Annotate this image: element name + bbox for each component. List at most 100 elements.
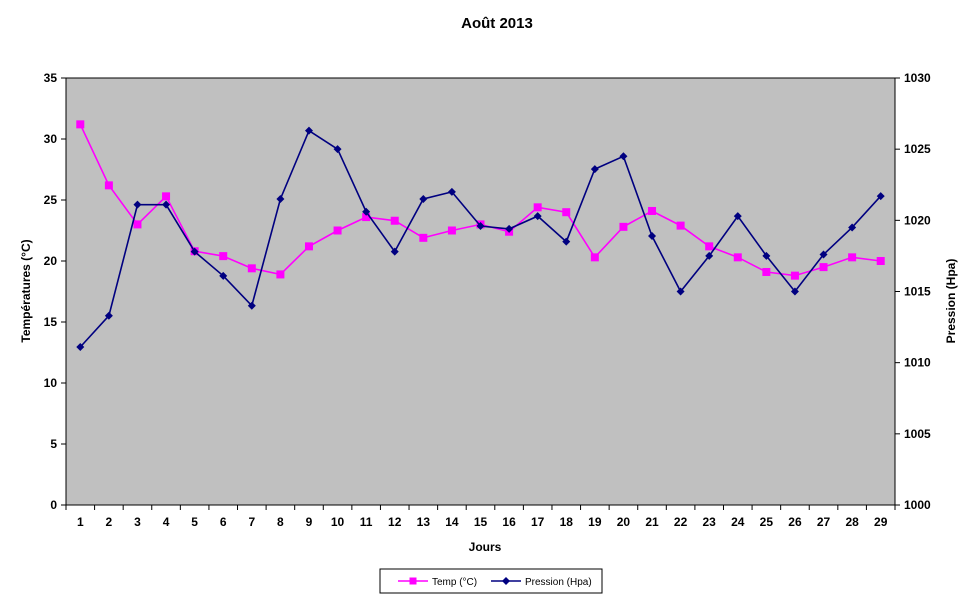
y-axis-right-title: Pression (Hpa) [944,259,958,344]
x-tick-label: 12 [388,515,402,529]
x-tick-label: 16 [502,515,516,529]
x-tick-label: 17 [531,515,545,529]
y-right-tick-label: 1020 [904,213,931,227]
legend-item-temp: Temp (°C) [398,577,477,588]
data-point-temp [733,253,742,262]
legend-item-pression: Pression (Hpa) [491,577,592,588]
data-point-temp [562,208,571,217]
x-tick-label: 3 [134,515,141,529]
data-point-pression [133,200,142,209]
data-point-temp [619,222,628,231]
y-right-tick-label: 1000 [904,498,931,512]
data-point-temp [648,206,657,215]
data-point-pression [762,251,771,260]
y-right-tick-label: 1010 [904,356,931,370]
data-point-pression [162,200,171,209]
data-point-pression [705,251,714,260]
y-left-tick-label: 15 [44,315,58,329]
y-axis-left-title: Températures (°C) [19,239,33,342]
series-layer [76,120,885,352]
data-point-temp [790,271,799,280]
data-point-pression [362,207,371,216]
data-point-pression [619,152,628,161]
data-point-pression [676,287,685,296]
y-right-tick-label: 1005 [904,427,931,441]
x-tick-label: 6 [220,515,227,529]
data-point-pression [790,287,799,296]
x-tick-label: 26 [788,515,802,529]
data-point-pression [390,247,399,256]
data-point-temp [133,220,142,229]
data-point-temp [162,192,171,201]
x-tick-label: 9 [306,515,313,529]
x-tick-label: 14 [445,515,459,529]
x-tick-label: 1 [77,515,84,529]
data-point-temp [533,203,542,212]
data-point-temp [419,233,428,242]
y-left-tick-label: 35 [44,71,58,85]
y-left-tick-label: 0 [50,498,57,512]
data-point-temp [247,264,256,273]
data-point-temp [276,270,285,279]
chart-title: Août 2013 [461,15,533,32]
data-point-pression [76,343,85,352]
data-point-pression [819,250,828,259]
data-point-temp [819,263,828,272]
data-point-temp [705,242,714,251]
data-point-pression [190,247,199,256]
x-tick-label: 15 [474,515,488,529]
x-tick-label: 29 [874,515,888,529]
plot-area [65,77,896,506]
data-point-temp [676,221,685,230]
data-point-temp [104,181,113,190]
data-point-pression [247,301,256,310]
data-point-temp [876,257,885,265]
data-point-pression [276,194,285,203]
legend-pression-label: Pression (Hpa) [525,577,592,588]
data-point-pression [848,223,857,232]
x-tick-label: 20 [617,515,631,529]
data-point-pression [476,222,485,231]
data-point-pression [104,311,113,320]
x-tick-label: 28 [845,515,859,529]
x-tick-label: 25 [760,515,774,529]
y-left-tick-label: 20 [44,254,58,268]
data-point-temp [219,252,228,261]
legend-pression-marker [502,577,510,585]
data-point-pression [648,231,657,240]
data-point-temp [390,216,399,225]
x-tick-label: 18 [560,515,574,529]
y-right-tick-label: 1015 [904,285,931,299]
data-point-pression [876,192,885,201]
y-right-tick-label: 1030 [904,71,931,85]
y-left-tick-label: 25 [44,193,58,207]
x-tick-label: 4 [163,515,170,529]
data-point-pression [304,126,313,135]
x-tick-label: 11 [360,515,373,529]
data-point-temp [848,253,857,262]
x-tick-label: 2 [106,515,113,529]
data-point-pression [505,224,514,233]
x-tick-label: 10 [331,515,345,529]
data-point-temp [333,226,342,235]
x-tick-label: 19 [588,515,602,529]
x-axis-title: Jours [469,540,502,554]
data-point-pression [590,165,599,174]
legend-temp-label: Temp (°C) [432,577,477,588]
data-point-pression [447,187,456,196]
x-tick-label: 5 [191,515,198,529]
y-right-tick-label: 1025 [904,142,931,156]
data-point-pression [733,212,742,221]
data-point-temp [76,120,85,129]
axes: 0510152025303510001005101010151020102510… [44,71,931,529]
data-point-temp [762,267,771,276]
x-tick-label: 27 [817,515,831,529]
data-point-pression [533,212,542,221]
data-point-pression [419,194,428,203]
legend-temp-marker [409,577,417,585]
data-point-pression [219,271,228,280]
y-left-tick-label: 30 [44,132,58,146]
x-tick-label: 13 [417,515,431,529]
data-point-temp [447,226,456,235]
